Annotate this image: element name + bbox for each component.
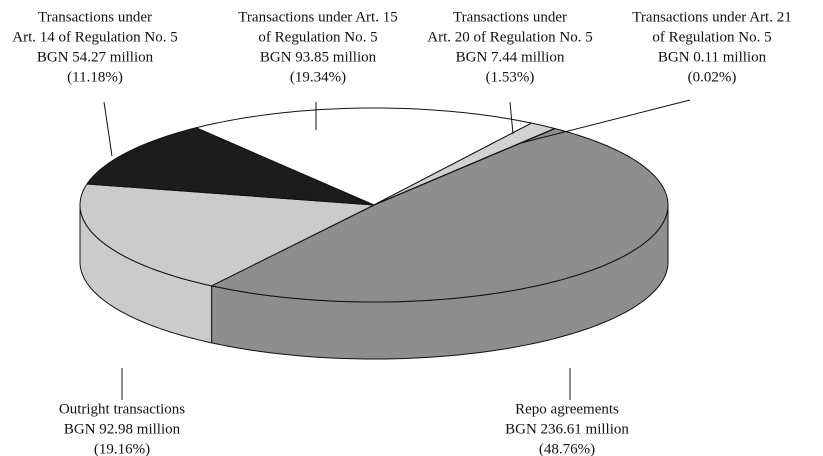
- label-line: Transactions under: [453, 9, 567, 25]
- label-line: (48.76%): [539, 441, 595, 456]
- pie-slice: [195, 107, 533, 206]
- label-line: (19.34%): [290, 69, 346, 85]
- label-line: BGN 93.85 million: [260, 49, 377, 65]
- label-line: Art. 20 of Regulation No. 5: [427, 29, 592, 45]
- label-line: Transactions under Art. 15: [238, 9, 397, 25]
- leader-line: [509, 101, 514, 135]
- label-line: Transactions under: [38, 9, 152, 25]
- pie-slice: [86, 127, 375, 206]
- slice-label: Transactions under Art. 21 of Regulation …: [520, 9, 792, 144]
- label-line: (0.02%): [688, 69, 737, 85]
- leader-line: [103, 101, 113, 157]
- pie-wedge: [79, 183, 375, 287]
- label-line: BGN 236.61 million: [505, 421, 629, 437]
- label-line: BGN 92.98 million: [64, 421, 181, 437]
- label-line: (1.53%): [486, 69, 535, 85]
- label-line: (19.16%): [94, 441, 150, 456]
- pie-wedge: [195, 107, 533, 206]
- label-line: of Regulation No. 5: [652, 29, 771, 45]
- label-line: BGN 54.27 million: [37, 49, 154, 65]
- label-line: of Regulation No. 5: [258, 29, 377, 45]
- pie-wedge: [211, 128, 669, 303]
- label-line: Outright transactions: [59, 401, 185, 417]
- label-line: Transactions under Art. 21: [632, 9, 791, 25]
- pie-wedge: [86, 127, 375, 206]
- label-line: BGN 0.11 million: [658, 49, 767, 65]
- slice-label: Outright transactions BGN 92.98 million (1…: [59, 368, 185, 456]
- label-line: Repo agreements: [515, 401, 619, 417]
- pie-slice: [79, 183, 375, 344]
- label-line: BGN 7.44 million: [456, 49, 565, 65]
- pie-slice: [373, 127, 556, 206]
- leader-line: [520, 99, 691, 144]
- slice-label: Transactions under Art. 20 of Regulation …: [427, 9, 593, 135]
- slice-label: Transactions under Art. 14 of Regulation …: [12, 9, 178, 157]
- label-line: Art. 14 of Regulation No. 5: [12, 29, 177, 45]
- slice-label: Repo agreements BGN 236.61 million (48.76%…: [505, 368, 629, 456]
- label-line: (11.18%): [67, 69, 123, 85]
- pie-wedge: [373, 127, 556, 206]
- slice-label: Transactions under Art. 15 of Regulation …: [238, 9, 398, 130]
